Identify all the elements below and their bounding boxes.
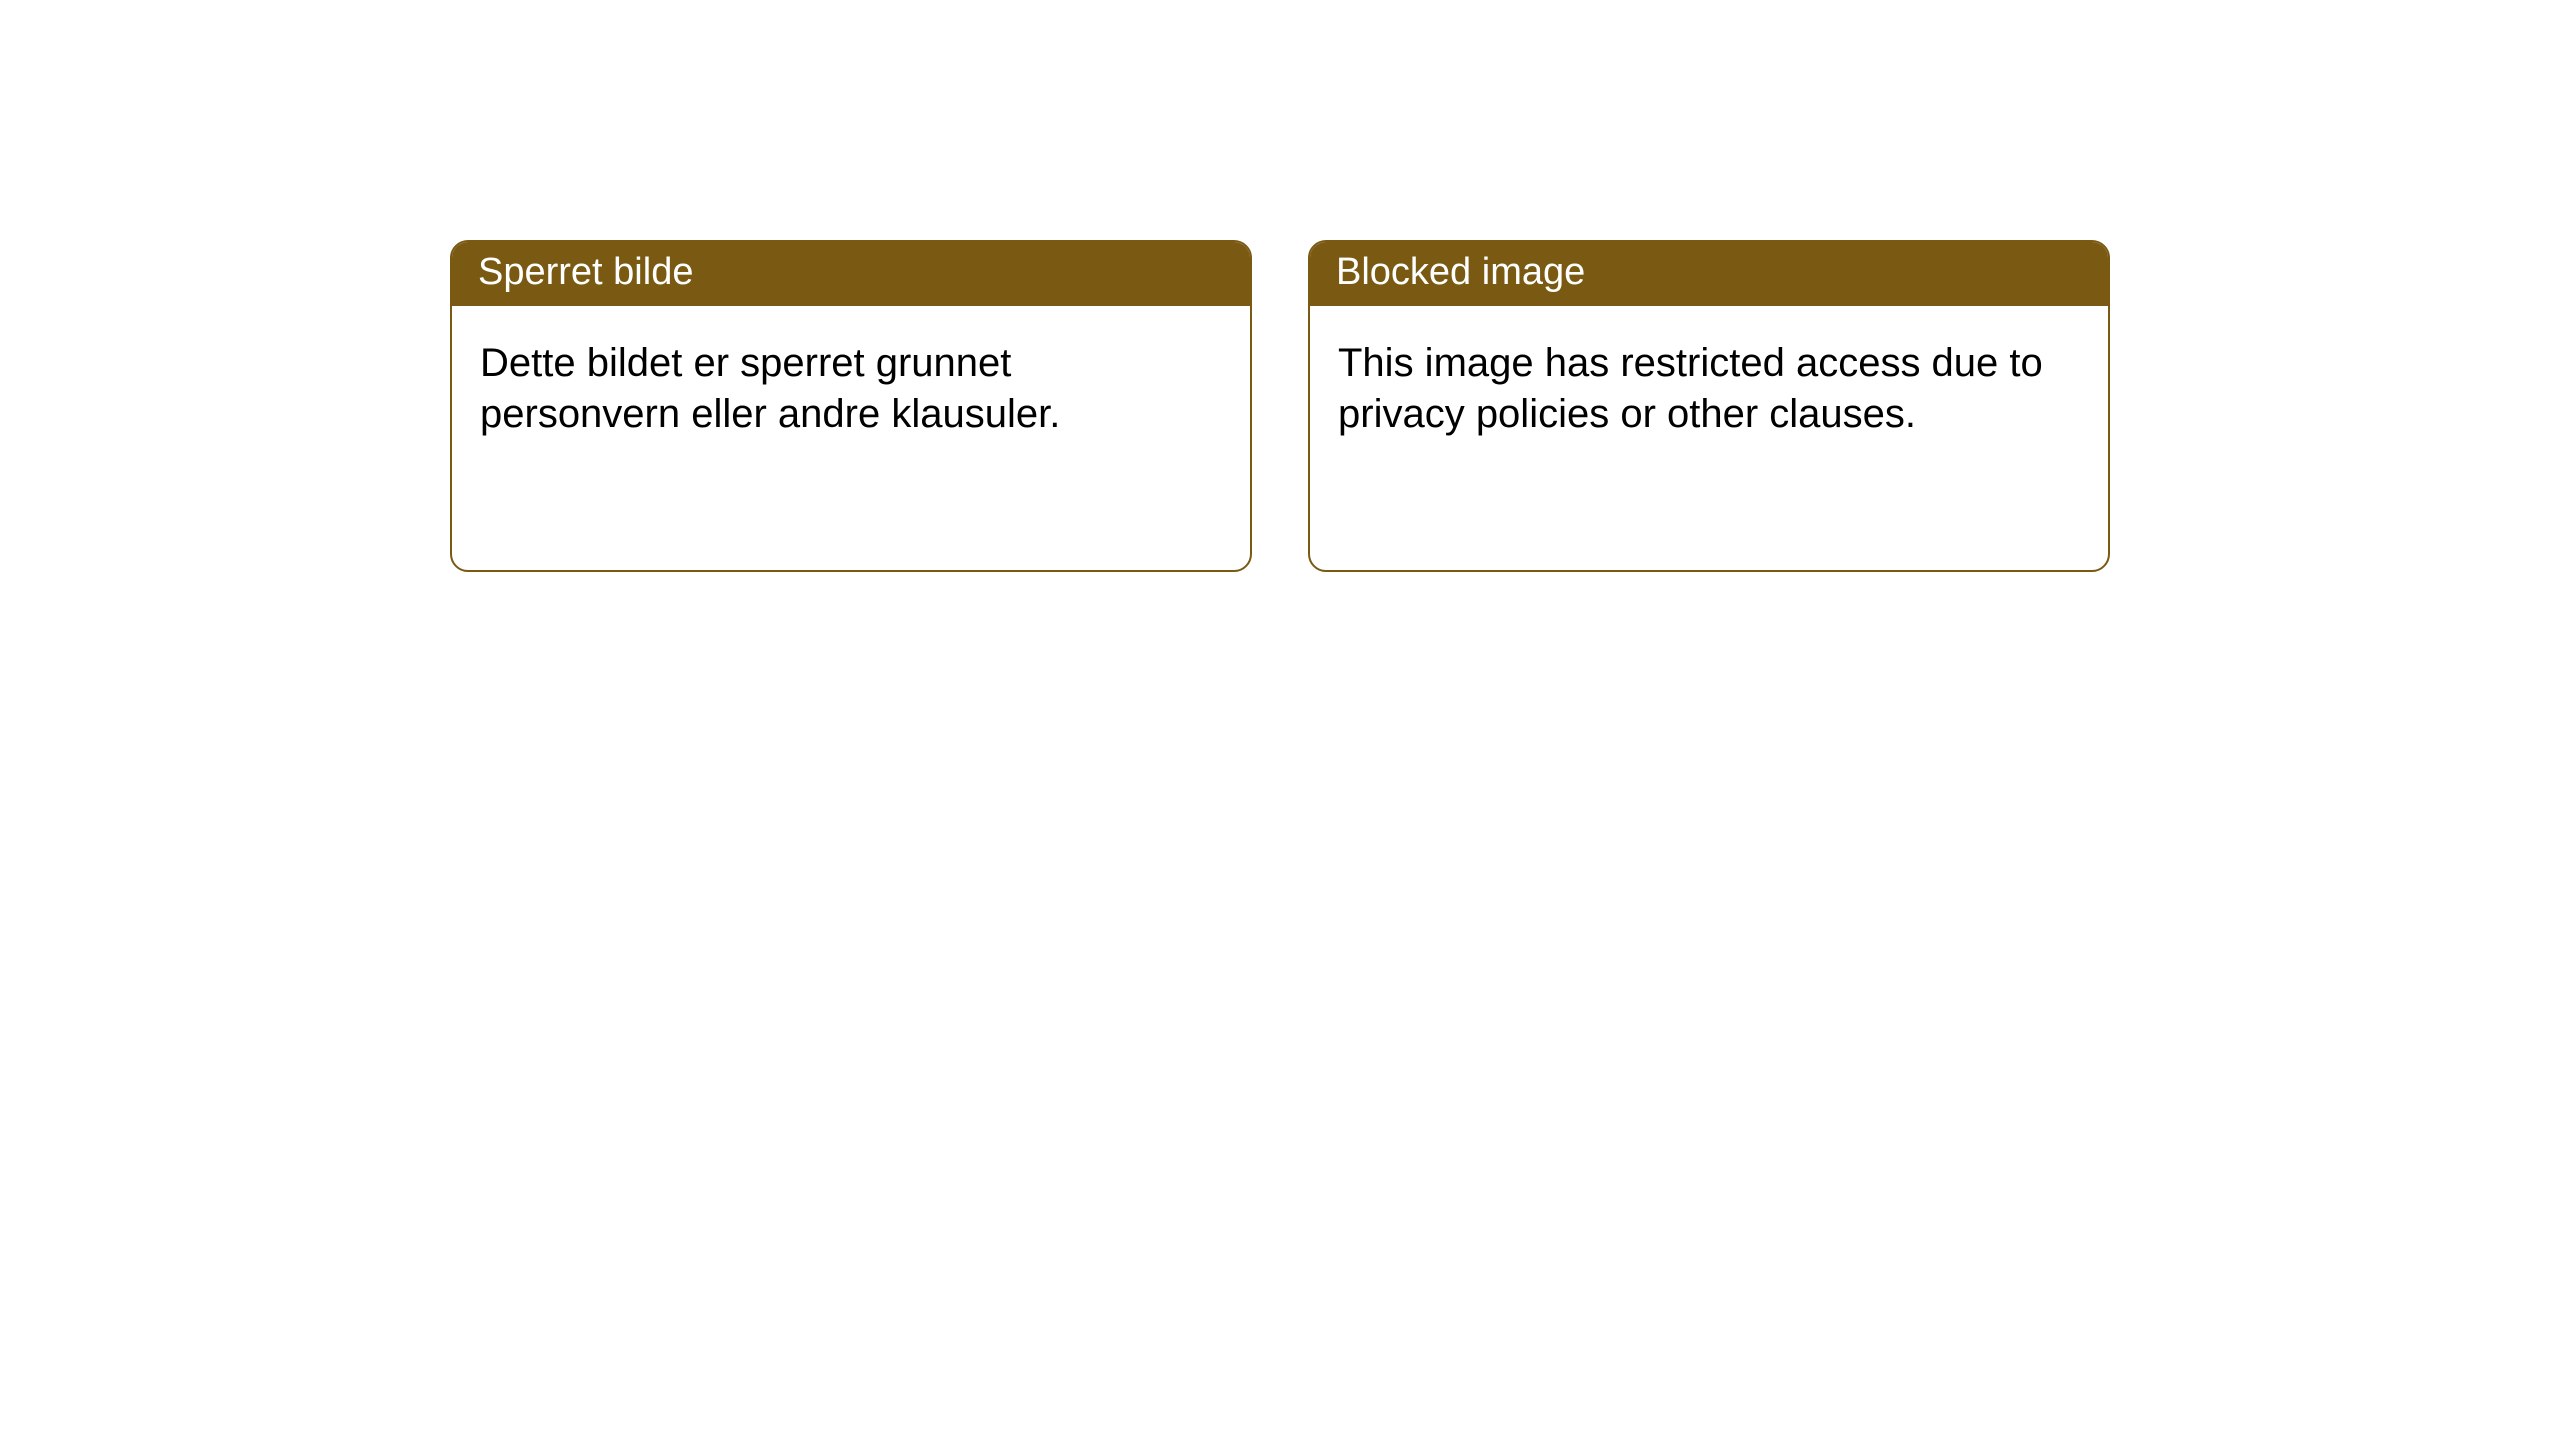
card-header: Blocked image <box>1310 242 2108 306</box>
blocked-image-card-no: Sperret bilde Dette bildet er sperret gr… <box>450 240 1252 572</box>
card-header-text: Blocked image <box>1336 251 1585 293</box>
card-body: Dette bildet er sperret grunnet personve… <box>452 306 1250 472</box>
card-header: Sperret bilde <box>452 242 1250 306</box>
card-body: This image has restricted access due to … <box>1310 306 2108 472</box>
notice-container: Sperret bilde Dette bildet er sperret gr… <box>0 0 2560 572</box>
card-body-text: Dette bildet er sperret grunnet personve… <box>480 341 1060 436</box>
card-header-text: Sperret bilde <box>478 251 693 293</box>
card-body-text: This image has restricted access due to … <box>1338 341 2043 436</box>
blocked-image-card-en: Blocked image This image has restricted … <box>1308 240 2110 572</box>
